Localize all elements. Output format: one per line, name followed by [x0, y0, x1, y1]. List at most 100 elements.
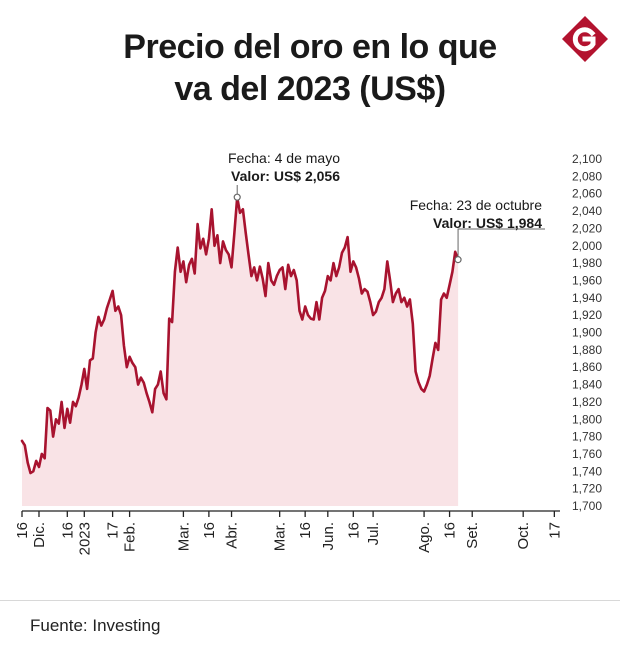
data-point — [378, 301, 380, 303]
data-point — [165, 398, 167, 400]
data-point — [213, 245, 215, 247]
x-tick-label: 16 — [345, 522, 362, 539]
data-point — [375, 310, 377, 312]
annotation-october: Fecha: 23 de octubre Valor: US$ 1,984 — [370, 196, 542, 232]
data-point — [434, 342, 436, 344]
data-point — [128, 356, 130, 358]
y-tick-label: 1,700 — [572, 499, 602, 513]
data-point — [372, 314, 374, 316]
data-point — [111, 290, 113, 292]
data-point — [140, 376, 142, 378]
data-point — [182, 260, 184, 262]
data-point — [392, 301, 394, 303]
data-point — [278, 269, 280, 271]
data-point — [145, 392, 147, 394]
data-point — [103, 318, 105, 320]
data-point — [208, 238, 210, 240]
source-note: Fuente: Investing — [30, 616, 161, 635]
data-point — [233, 232, 235, 234]
x-tick-label: Set. — [464, 522, 481, 549]
data-point — [406, 305, 408, 307]
data-point — [298, 310, 300, 312]
data-point — [397, 288, 399, 290]
y-tick-label: 1,820 — [572, 395, 602, 409]
data-point — [242, 208, 244, 210]
y-tick-label: 1,780 — [572, 430, 602, 444]
data-point — [94, 331, 96, 333]
data-point — [179, 271, 181, 273]
data-point — [329, 279, 331, 281]
data-point — [315, 301, 317, 303]
data-point — [58, 422, 60, 424]
data-point — [191, 258, 193, 260]
data-point — [143, 382, 145, 384]
data-point — [43, 457, 45, 459]
data-point — [160, 370, 162, 372]
data-point — [437, 349, 439, 351]
x-tick-label: 2023 — [76, 522, 93, 555]
x-tick-label: Mar. — [272, 522, 289, 551]
data-point — [83, 368, 85, 370]
data-point — [24, 444, 26, 446]
y-tick-label: 1,980 — [572, 256, 602, 270]
data-point — [346, 236, 348, 238]
x-tick-label: 16 — [442, 522, 459, 539]
data-point — [349, 271, 351, 273]
data-point — [253, 266, 255, 268]
x-tick-label: 16 — [201, 522, 218, 539]
data-point — [412, 323, 414, 325]
data-point — [301, 318, 303, 320]
x-tick-label: 16 — [59, 522, 76, 539]
data-point — [100, 324, 102, 326]
data-point — [290, 275, 292, 277]
y-tick-label: 2,040 — [572, 204, 602, 218]
y-tick-label: 2,100 — [572, 152, 602, 166]
y-tick-label: 1,760 — [572, 447, 602, 461]
data-point — [123, 344, 125, 346]
data-point — [177, 246, 179, 248]
x-tick-label: Mar. — [175, 522, 192, 551]
data-point — [344, 246, 346, 248]
data-point — [383, 288, 385, 290]
x-tick-label: 17 — [105, 522, 122, 539]
data-point — [403, 297, 405, 299]
data-point — [281, 266, 283, 268]
annotation-date: Fecha: 23 de octubre — [409, 197, 542, 213]
data-point — [355, 266, 357, 268]
data-point — [335, 275, 337, 277]
data-point — [216, 234, 218, 236]
data-point — [429, 375, 431, 377]
data-point — [264, 295, 266, 297]
data-point — [185, 281, 187, 283]
data-point — [230, 266, 232, 268]
data-point — [304, 305, 306, 307]
data-point — [321, 297, 323, 299]
data-point — [448, 284, 450, 286]
data-point — [352, 260, 354, 262]
data-point — [21, 440, 23, 442]
data-point — [137, 383, 139, 385]
data-point — [409, 298, 411, 300]
data-point — [310, 317, 312, 319]
data-point — [250, 275, 252, 277]
data-point — [97, 316, 99, 318]
data-point — [423, 390, 425, 392]
data-point — [49, 409, 51, 411]
data-point — [318, 318, 320, 320]
y-tick-label: 1,880 — [572, 343, 602, 357]
data-point — [188, 264, 190, 266]
data-point — [92, 357, 94, 359]
data-point — [307, 314, 309, 316]
annotation-date: Fecha: 4 de mayo — [227, 150, 340, 166]
y-tick-label: 1,900 — [572, 326, 602, 340]
y-tick-label: 2,080 — [572, 169, 602, 183]
data-point — [451, 271, 453, 273]
data-point — [324, 290, 326, 292]
data-point — [162, 392, 164, 394]
data-point — [35, 460, 37, 462]
data-point — [225, 249, 227, 251]
data-point — [109, 298, 111, 300]
data-point — [440, 298, 442, 300]
data-point — [369, 301, 371, 303]
area-fill — [22, 197, 459, 506]
